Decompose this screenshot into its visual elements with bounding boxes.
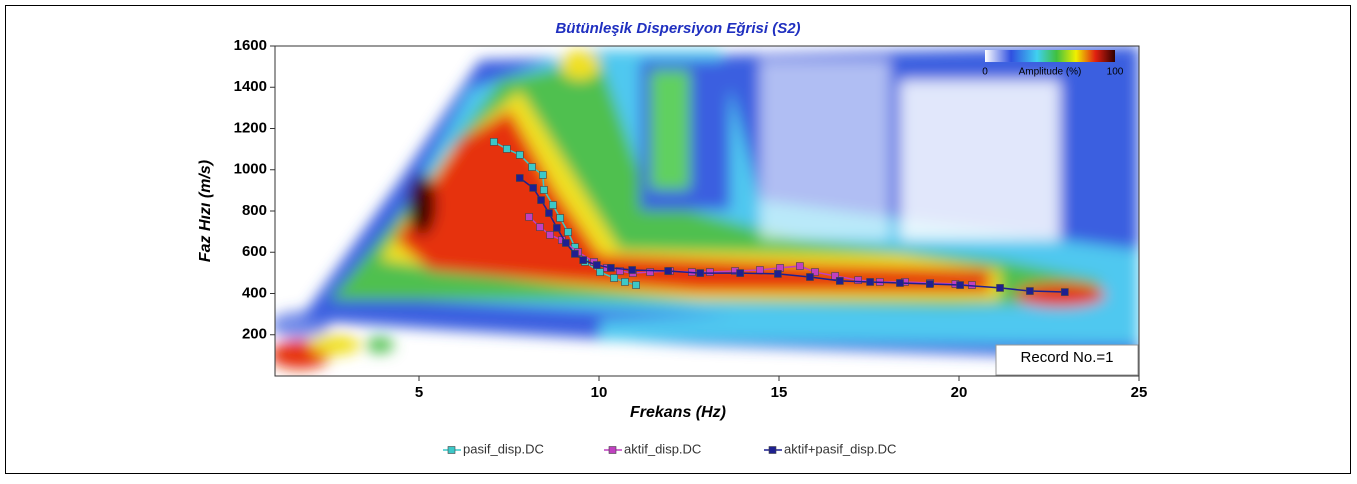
point xyxy=(528,163,536,171)
point xyxy=(579,256,587,264)
point xyxy=(621,278,629,286)
point xyxy=(806,273,814,281)
point xyxy=(926,280,934,288)
annotation-box xyxy=(995,344,1139,376)
point xyxy=(866,278,874,286)
point xyxy=(525,213,533,221)
point xyxy=(1061,288,1069,296)
point xyxy=(1026,287,1034,295)
y-tick-label: 1200 xyxy=(234,119,267,136)
point xyxy=(549,201,557,209)
y-tick-label: 1000 xyxy=(234,161,267,178)
point xyxy=(831,272,839,280)
point xyxy=(562,239,570,247)
point xyxy=(664,267,672,275)
y-tick-label: 400 xyxy=(242,284,267,301)
point xyxy=(546,231,554,239)
point xyxy=(553,224,561,232)
x-tick-label: 25 xyxy=(1131,384,1148,401)
point xyxy=(593,261,601,269)
x-tick-label: 15 xyxy=(771,384,788,401)
point xyxy=(540,186,548,194)
point xyxy=(632,281,640,289)
x-tick-label: 5 xyxy=(415,384,423,401)
point xyxy=(774,270,782,278)
heatmap xyxy=(275,46,1139,376)
y-tick-label: 1600 xyxy=(234,37,267,54)
point xyxy=(515,174,524,182)
x-tick-label: 10 xyxy=(591,384,608,401)
y-tick-label: 1400 xyxy=(234,78,267,95)
legend-label: pasif_disp.DC xyxy=(463,441,544,456)
point xyxy=(545,209,553,217)
colorbar-label: Amplitude (%) xyxy=(1019,67,1082,78)
point xyxy=(610,274,618,282)
point xyxy=(515,151,524,159)
legend-marker xyxy=(768,446,777,454)
point xyxy=(996,284,1004,292)
colorbar-tick-label: 0 xyxy=(982,67,988,78)
point xyxy=(596,268,604,276)
point xyxy=(696,269,704,277)
point xyxy=(571,250,579,258)
y-tick-label: 600 xyxy=(242,243,267,260)
point xyxy=(537,196,545,204)
point xyxy=(736,269,744,277)
point xyxy=(756,266,764,274)
annotation: Record No.=1 xyxy=(1021,349,1114,366)
point xyxy=(556,214,564,222)
point xyxy=(490,138,498,146)
point xyxy=(628,266,636,274)
y-tick-label: 200 xyxy=(242,326,267,343)
legend-label: aktif_disp.DC xyxy=(624,441,701,456)
point xyxy=(854,276,863,284)
point xyxy=(836,277,844,285)
x-axis-label: Frekans (Hz) xyxy=(630,404,726,421)
point xyxy=(646,268,654,276)
colorbar xyxy=(985,50,1115,62)
point xyxy=(564,228,572,236)
point xyxy=(529,184,537,192)
point xyxy=(616,267,624,275)
chart-title: Bütünleşik Dispersiyon Eğrisi (S2) xyxy=(555,20,800,37)
point xyxy=(503,145,511,153)
point xyxy=(811,268,819,276)
point xyxy=(539,171,547,179)
legend-label: aktif+pasif_disp.DC xyxy=(784,441,896,456)
point xyxy=(896,279,904,287)
x-tick-label: 20 xyxy=(951,384,968,401)
y-tick-label: 800 xyxy=(242,202,267,219)
point xyxy=(796,262,804,270)
point xyxy=(956,281,964,289)
legend-marker xyxy=(447,446,456,454)
point xyxy=(706,268,714,276)
point xyxy=(536,223,544,231)
point xyxy=(607,264,615,272)
colorbar-tick-label: 100 xyxy=(1107,67,1124,78)
legend-marker xyxy=(608,446,617,454)
y-axis-label: Faz Hızı (m/s) xyxy=(197,160,214,262)
